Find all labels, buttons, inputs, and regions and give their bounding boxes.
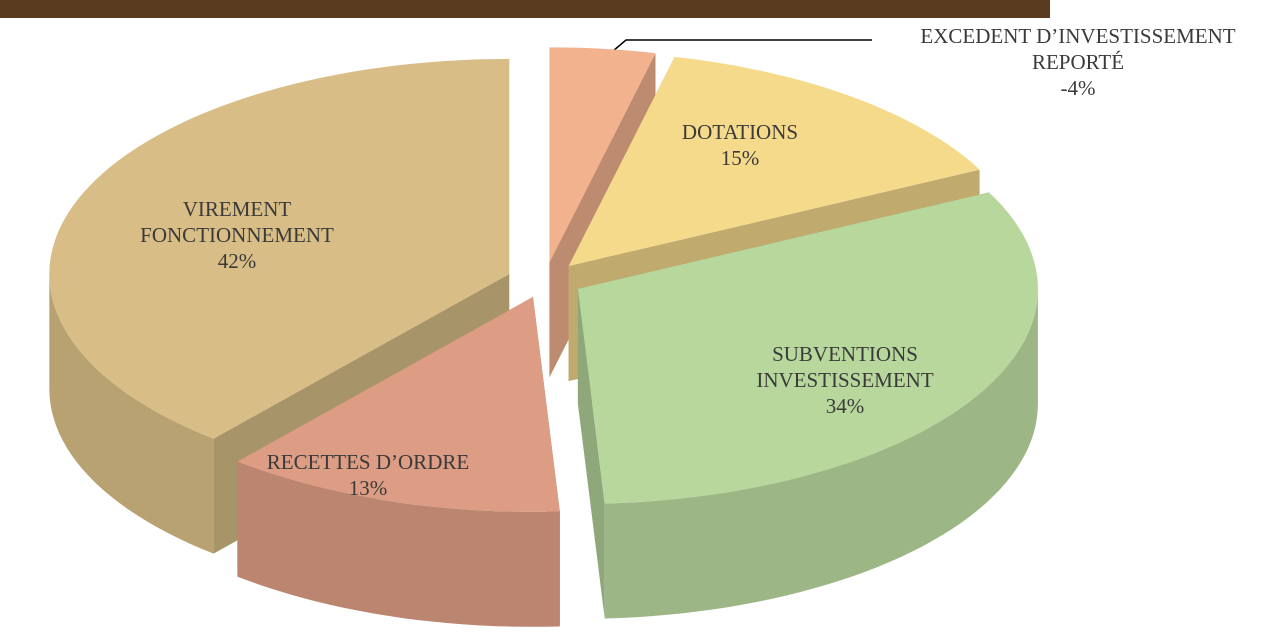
value-label: 13% [348, 476, 388, 500]
value-label: 42% [217, 249, 257, 273]
data-label: RECETTES D’ORDRE 13% [218, 449, 518, 501]
pie-slice [577, 192, 1038, 619]
slice-outer-wall [49, 273, 214, 554]
value-label: 34% [825, 394, 865, 418]
slice-top [549, 47, 656, 263]
slice-top [568, 56, 980, 267]
slice-outer-wall [237, 461, 560, 627]
header-bar [0, 0, 1050, 18]
slice-radial-wall [577, 288, 605, 619]
value-label: 15% [720, 146, 760, 170]
category-label: DOTATIONS [681, 120, 799, 144]
slice-outer-wall [604, 288, 1038, 619]
data-label: VIREMENT FONCTIONNEMENT 42% [107, 196, 367, 274]
value-label: -4% [1060, 76, 1096, 100]
pie-slice [237, 296, 560, 627]
slice-top [49, 58, 510, 439]
category-label: VIREMENT FONCTIONNEMENT [140, 197, 334, 247]
slice-top [577, 192, 1038, 504]
data-label: DOTATIONS 15% [640, 119, 840, 171]
category-label: RECETTES D’ORDRE [266, 450, 470, 474]
category-label: SUBVENTIONS INVESTISSEMENT [756, 342, 934, 392]
category-label: EXCEDENT D’INVESTISSEMENT REPORTÉ [920, 24, 1236, 74]
data-label: SUBVENTIONS INVESTISSEMENT 34% [725, 341, 965, 419]
data-label: EXCEDENT D’INVESTISSEMENT REPORTÉ -4% [888, 23, 1268, 101]
slice-top [237, 296, 560, 512]
